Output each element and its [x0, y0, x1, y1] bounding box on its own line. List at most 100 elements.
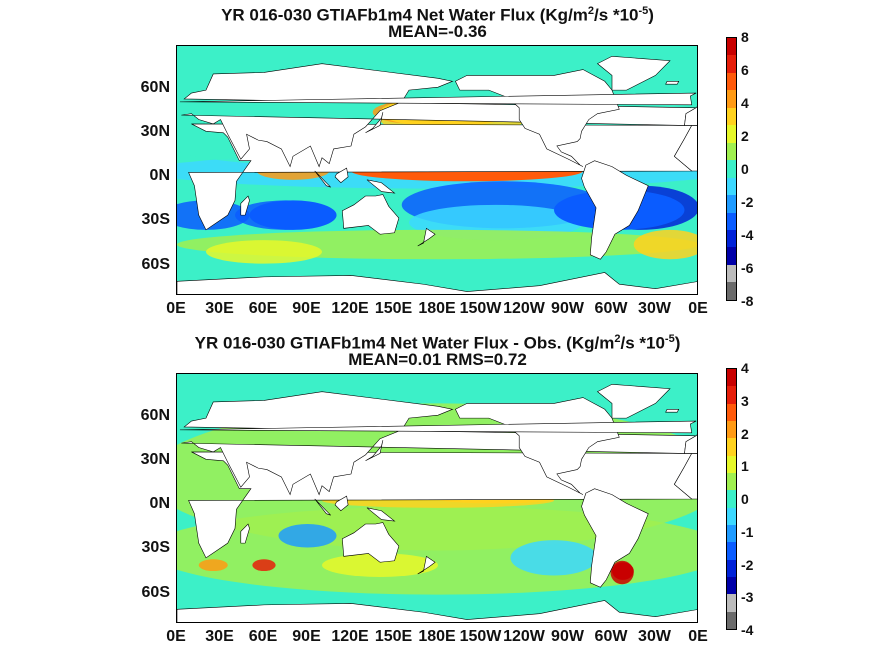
- land-africa-wrap: [674, 125, 697, 171]
- x-tick-label: 0E: [166, 628, 186, 645]
- x-tick-label: 150E: [374, 628, 413, 645]
- colorbar-segment: [727, 507, 736, 525]
- land-africa-wrap: [674, 453, 697, 499]
- land-sumatra: [315, 499, 331, 515]
- colorbar-segment: [727, 542, 736, 560]
- x-tick-label: 30W: [638, 300, 671, 317]
- x-tick-label: 60E: [248, 300, 278, 317]
- land-s-america: [582, 161, 649, 260]
- feature-indian-ocean-evaporation: [249, 200, 337, 230]
- field-patch: [252, 559, 276, 572]
- y-tick-label: 60N: [140, 79, 170, 97]
- colorbar-tick-label: 8: [741, 29, 749, 45]
- x-tick-label: 180E: [418, 300, 456, 317]
- land-japan: [366, 112, 383, 133]
- land-n-america: [455, 70, 619, 167]
- land-new-guinea: [367, 508, 395, 521]
- land-eurasia: [181, 392, 696, 495]
- colorbar-segment: [727, 559, 736, 577]
- y-tick-label: 30N: [140, 451, 170, 469]
- land-sumatra: [315, 171, 331, 187]
- colorbar-segment: [727, 611, 736, 629]
- colorbar-segment: [727, 90, 736, 108]
- field-patch: [322, 553, 438, 577]
- colorbar-segment: [727, 177, 736, 196]
- colorbar-segment: [727, 438, 736, 456]
- colorbar-segment: [727, 38, 736, 56]
- colorbar-segment: [727, 229, 736, 248]
- map-plot-bottom: [176, 373, 698, 623]
- colorbar-tick-label: 6: [741, 62, 749, 78]
- x-tick-label: 90W: [551, 300, 584, 317]
- y-tick-label: 30S: [141, 211, 170, 229]
- colorbar-segment: [727, 212, 736, 230]
- colorbar-tick-label: -6: [741, 260, 754, 276]
- colorbar-segment: [727, 264, 736, 283]
- colorbar-tick-label: -3: [741, 589, 754, 606]
- land-uk: [180, 93, 696, 105]
- colorbar-segment: [727, 55, 736, 73]
- y-tick-label: 30N: [140, 123, 170, 141]
- colorbar-segment: [727, 282, 736, 300]
- x-tick-label: 120E: [331, 300, 369, 317]
- x-tick-label: 180E: [418, 628, 456, 645]
- x-tick-label: 90E: [292, 300, 321, 317]
- colorbar-tick-label: 4: [741, 360, 749, 376]
- colorbar-segment: [727, 472, 736, 491]
- land-borneo: [335, 168, 348, 183]
- x-tick-label: 0E: [688, 300, 708, 317]
- y-tick-label: 0N: [149, 167, 170, 185]
- colorbar-tick-label: 3: [741, 392, 749, 409]
- land-nz: [418, 556, 435, 574]
- land-australia: [342, 195, 399, 235]
- land-borneo: [335, 496, 348, 511]
- x-tick-label: 150E: [374, 300, 413, 317]
- colorbar-segment: [727, 455, 736, 473]
- land-nz: [418, 228, 435, 246]
- x-tick-label: 90W: [551, 628, 584, 645]
- colorbar-segment: [727, 420, 736, 439]
- land-n-america: [455, 398, 619, 495]
- colorbar-tick-label: 0: [741, 161, 749, 177]
- y-tick-label: 60N: [140, 407, 170, 425]
- land-japan: [366, 440, 383, 461]
- colorbar-tick-label: -8: [741, 293, 754, 309]
- colorbar-top: [726, 37, 737, 301]
- colorbar-tick-label: -2: [741, 556, 754, 573]
- field-patch: [633, 229, 697, 260]
- chart-subtitle-top: MEAN=-0.36: [388, 22, 487, 41]
- y-tick-label: 60S: [141, 583, 170, 601]
- colorbar-tick-label: -1: [741, 523, 754, 540]
- x-tick-label: 120E: [331, 628, 369, 645]
- colorbar-segment: [727, 125, 736, 143]
- x-tick-label: 60W: [594, 300, 628, 317]
- field-patch: [198, 559, 228, 572]
- x-tick-label: 30W: [638, 628, 671, 645]
- x-tick-label: 150W: [459, 300, 502, 317]
- land-australia: [342, 523, 399, 563]
- colorbar-tick-label: 2: [741, 128, 749, 144]
- colorbar-tick-label: -2: [741, 194, 754, 210]
- x-tick-label: 90E: [292, 628, 321, 645]
- y-tick-label: 0N: [149, 495, 170, 513]
- chart-title-top: YR 016-030 GTIAFb1m4 Net Water Flux (Kg/…: [221, 5, 654, 25]
- feature-brazil-malvinas-bias: [612, 562, 634, 580]
- land-antarctica: [177, 600, 697, 622]
- x-tick-label: 60E: [248, 628, 278, 645]
- land-madagascar: [241, 196, 250, 215]
- chart-title-bottom: YR 016-030 GTIAFb1m4 Net Water Flux - Ob…: [194, 333, 681, 353]
- land-new-guinea: [367, 180, 395, 193]
- colorbar-tick-label: 1: [741, 458, 749, 475]
- land-s-america: [582, 489, 649, 588]
- chart-subtitle-bottom: MEAN=0.01 RMS=0.72: [348, 350, 527, 369]
- x-tick-label: 150W: [459, 628, 502, 645]
- colorbar-tick-label: 4: [741, 95, 749, 111]
- land-madagascar: [241, 524, 250, 543]
- land-greenland: [598, 384, 671, 418]
- colorbar-segment: [727, 403, 736, 421]
- colorbar-segment: [727, 72, 736, 91]
- colorbar-bottom: [726, 368, 737, 630]
- land-iceland: [666, 409, 679, 412]
- colorbar-segment: [727, 524, 736, 543]
- colorbar-segment: [727, 576, 736, 595]
